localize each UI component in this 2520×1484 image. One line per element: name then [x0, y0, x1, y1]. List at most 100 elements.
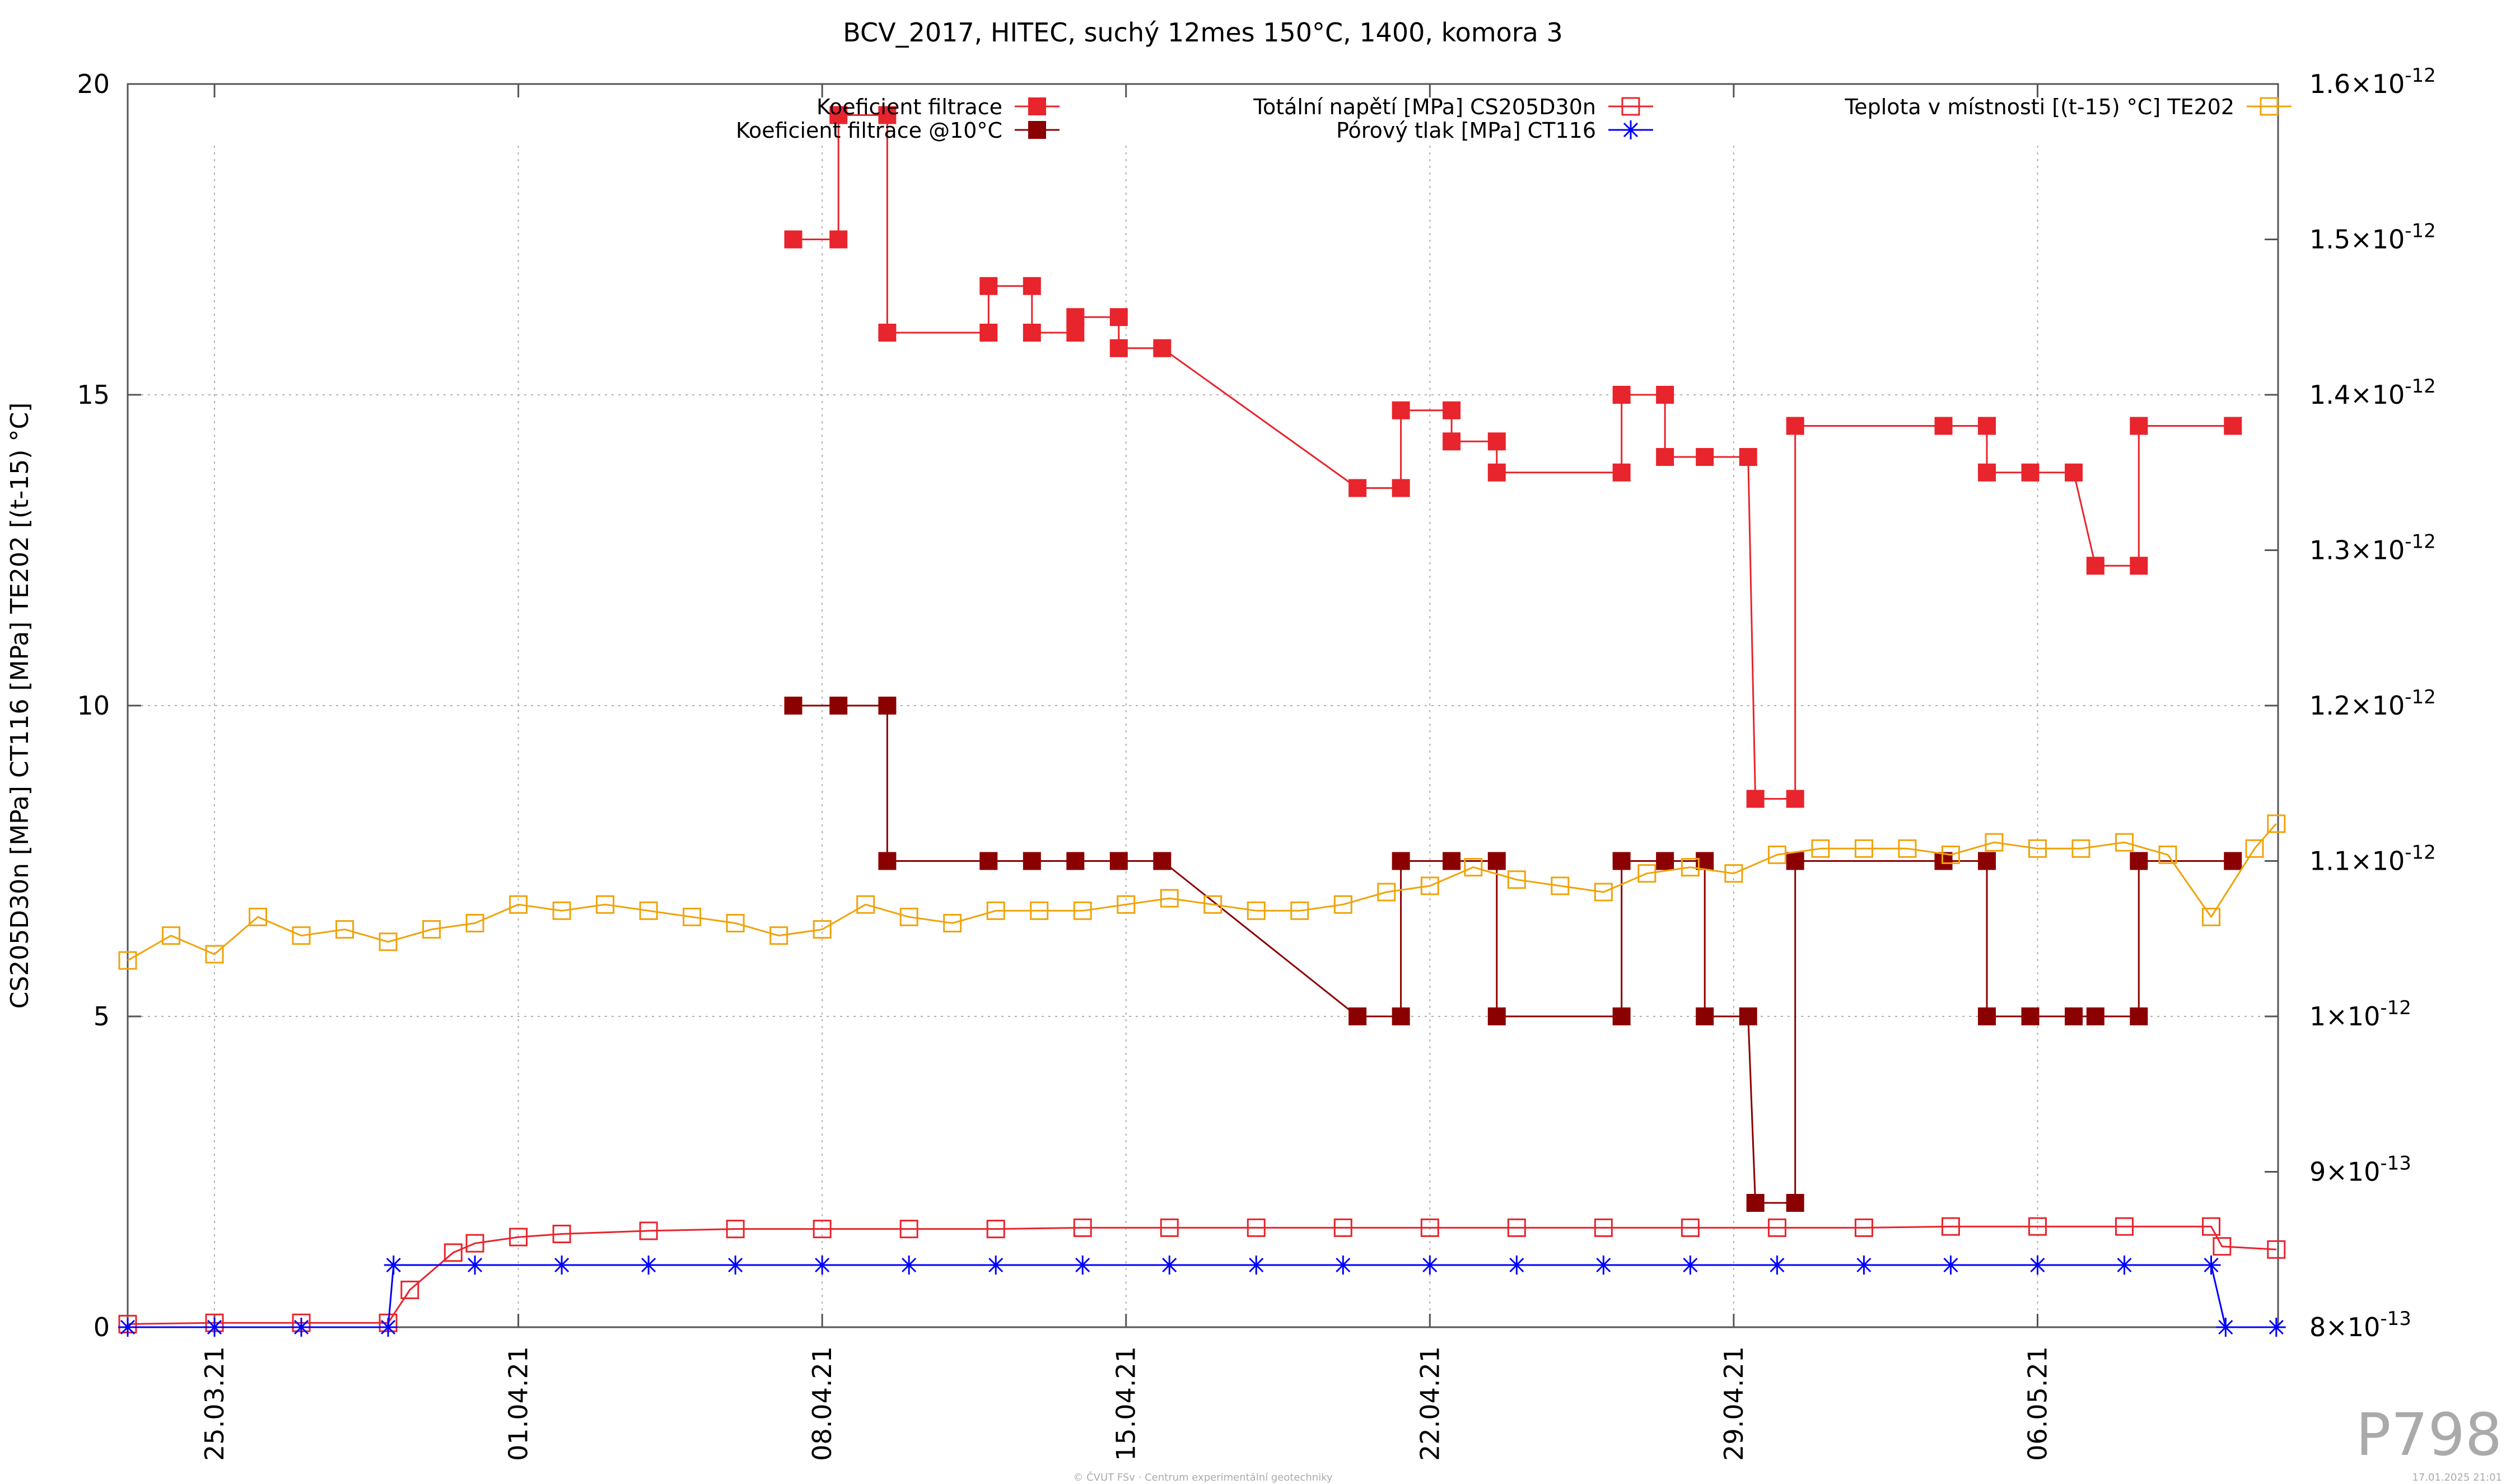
data-point: [1420, 1256, 1440, 1275]
chart-title: BCV_2017, HITEC, suchý 12mes 150°C, 1400…: [843, 17, 1563, 48]
data-point: [2202, 1217, 2221, 1236]
data-point: [422, 920, 441, 939]
data-point: [292, 1318, 311, 1337]
data-point: [1443, 432, 1461, 451]
data-point: [1073, 1218, 1092, 1237]
data-point: [1551, 876, 1570, 895]
data-point: [1247, 1218, 1266, 1237]
data-point: [726, 1256, 745, 1275]
y-left-tick-label: 20: [77, 69, 110, 99]
data-point: [118, 1318, 137, 1337]
data-point: [878, 697, 897, 715]
data-point: [2202, 907, 2221, 926]
data-point: [118, 951, 137, 970]
data-point: [1487, 463, 1506, 482]
x-tick-label: 22.04.21: [1415, 1346, 1445, 1461]
x-tick-label: 08.04.21: [807, 1346, 837, 1461]
data-point: [1746, 790, 1765, 808]
data-point: [465, 914, 484, 932]
series-line: [127, 823, 2277, 962]
data-point: [2224, 852, 2242, 870]
data-point: [813, 1220, 832, 1239]
data-point: [1023, 277, 1041, 295]
data-point: [1594, 1256, 1613, 1275]
legend-entry: Totální napětí [MPa] CS205D30n: [1253, 95, 1653, 119]
data-point: [1420, 876, 1439, 895]
data-point: [1941, 845, 1960, 864]
legend-marker: [1621, 97, 1640, 116]
y-right-tick-label: 8×10-13: [2309, 1308, 2411, 1342]
data-point: [1739, 1007, 1757, 1025]
y-axis-left-label: CS205D30n [MPa] CT116 [MPa] TE202 [(t-15…: [6, 403, 34, 1009]
data-point: [1392, 1007, 1410, 1025]
data-point: [596, 895, 615, 914]
data-point: [292, 926, 311, 945]
data-point: [1247, 901, 1266, 920]
data-point: [1333, 895, 1352, 914]
data-point: [979, 324, 998, 342]
legend-entry: Koeficient filtrace: [816, 95, 1060, 119]
data-point: [1487, 1007, 1506, 1025]
y-left-tick-label: 5: [94, 1001, 110, 1032]
series-2: [118, 1217, 2286, 1333]
data-point: [1898, 839, 1917, 858]
data-point: [813, 920, 832, 939]
data-point: [726, 914, 745, 932]
y-right-tick-label: 1.6×10-12: [2309, 64, 2436, 99]
data-point: [979, 277, 998, 295]
data-point: [1109, 852, 1128, 870]
data-point: [1160, 1256, 1179, 1275]
data-point: [465, 1256, 485, 1275]
data-point: [2267, 1240, 2286, 1259]
data-point: [2216, 1318, 2236, 1337]
data-point: [1978, 1007, 1996, 1025]
data-point: [1594, 883, 1613, 902]
y-left-tick-label: 15: [77, 380, 110, 410]
data-point: [335, 920, 354, 939]
data-point: [683, 907, 702, 926]
data-point: [784, 697, 802, 715]
x-tick-label: 06.05.21: [2022, 1346, 2052, 1461]
y-right-tick-label: 1.1×10-12: [2309, 842, 2436, 876]
data-point: [1786, 852, 1804, 870]
data-point: [1464, 858, 1483, 877]
data-point: [1724, 864, 1743, 883]
data-point: [899, 907, 918, 926]
data-point: [1487, 432, 1506, 451]
data-point: [1594, 1218, 1613, 1237]
data-point: [1203, 895, 1222, 914]
x-tick-label: 29.04.21: [1719, 1346, 1749, 1461]
data-point: [2028, 839, 2047, 858]
y-right-tick-label: 1×10-12: [2309, 997, 2411, 1032]
data-point: [1487, 852, 1506, 870]
data-point: [1109, 339, 1128, 357]
series-3: [118, 1256, 2286, 1337]
footer-timestamp: 17.01.2025 21:01: [2412, 1472, 2502, 1483]
data-point: [2028, 1256, 2047, 1275]
data-point: [1985, 833, 2004, 852]
data-point: [878, 852, 897, 870]
data-point: [1854, 839, 1873, 858]
data-point: [509, 895, 528, 914]
data-point: [1160, 1218, 1179, 1237]
data-point: [1023, 852, 1041, 870]
data-point: [1746, 1194, 1765, 1212]
data-point: [1978, 852, 1996, 870]
data-point: [878, 324, 897, 342]
data-point: [1507, 1256, 1527, 1275]
data-point: [1109, 308, 1128, 326]
legend-entry: Teplota v místnosti [(t-15) °C] TE202: [1844, 95, 2292, 119]
data-point: [552, 1225, 571, 1243]
series-4: [118, 814, 2286, 970]
data-point: [1443, 852, 1461, 870]
data-point: [829, 106, 848, 124]
data-point: [1612, 852, 1631, 870]
data-point: [899, 1220, 918, 1239]
data-point: [899, 1256, 919, 1275]
data-point: [2130, 417, 2148, 435]
data-point: [2245, 839, 2264, 858]
data-point: [2086, 557, 2104, 575]
data-point: [1934, 417, 1953, 435]
data-point: [1811, 839, 1830, 858]
